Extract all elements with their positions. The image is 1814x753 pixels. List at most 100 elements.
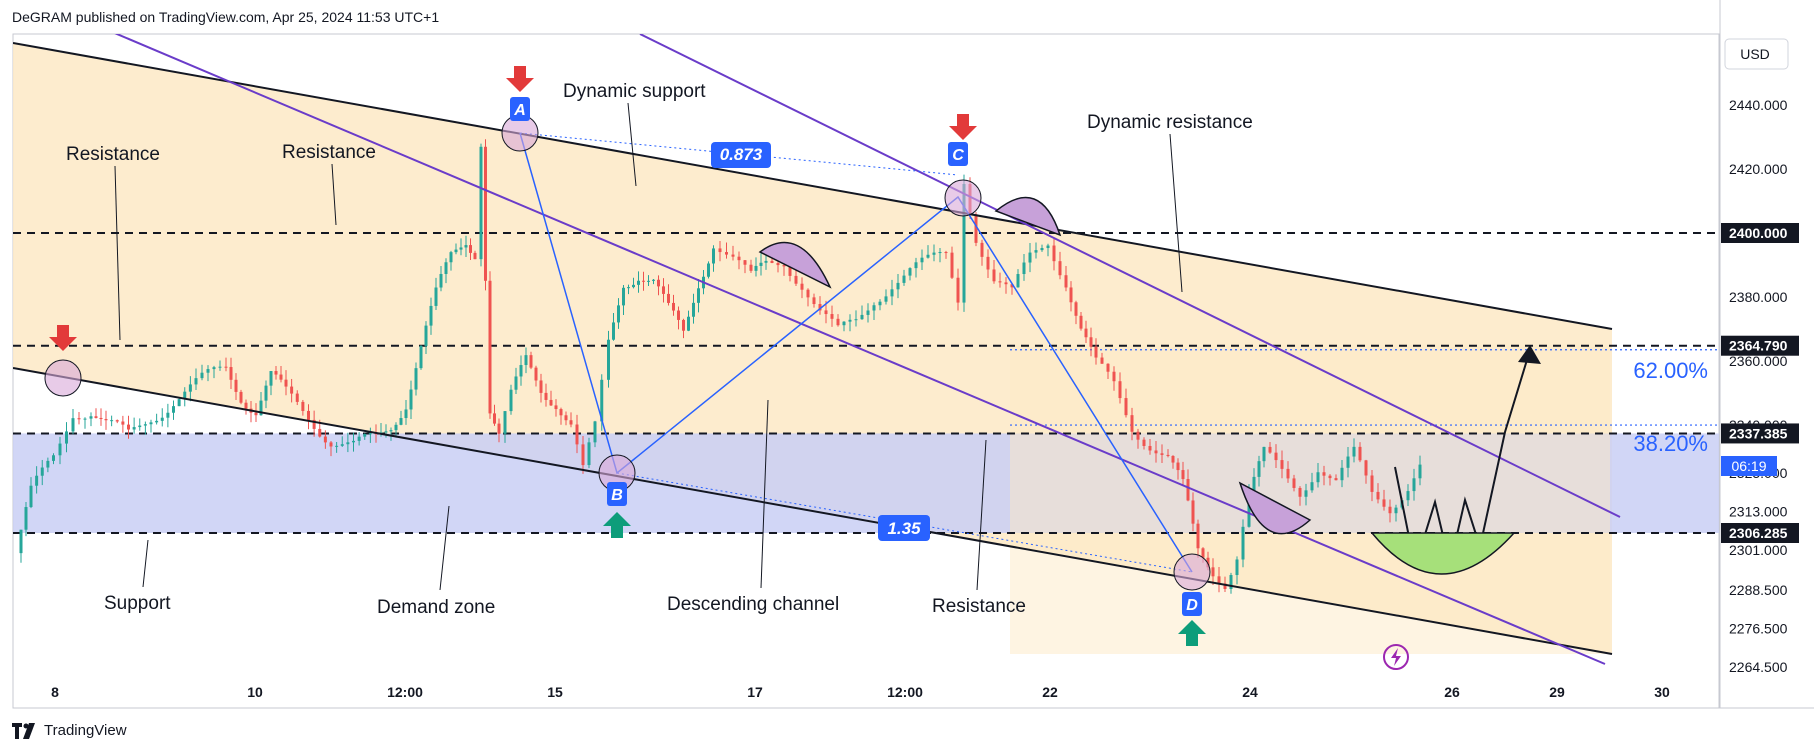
- candle-body: [627, 287, 630, 289]
- candle-body: [454, 249, 458, 253]
- candle-body: [1074, 302, 1078, 316]
- candle-body: [340, 444, 344, 446]
- candle-body: [600, 379, 604, 422]
- candle-body: [1196, 523, 1200, 549]
- footer-brand: TradingView: [44, 722, 127, 739]
- down-arrow-a-icon: [506, 66, 534, 92]
- price-label: 2400.000: [1729, 225, 1788, 241]
- candle-body: [46, 460, 50, 468]
- price-axis[interactable]: [1720, 34, 1814, 708]
- x-tick-label: 15: [547, 684, 563, 700]
- candle-body: [848, 319, 852, 322]
- candle-body: [818, 304, 822, 311]
- candle-body: [279, 374, 283, 380]
- projection-arrowhead: [1518, 345, 1541, 364]
- candle-body: [872, 305, 876, 311]
- candle-body: [404, 409, 408, 419]
- candle-body: [484, 146, 487, 281]
- candle-body: [1388, 506, 1392, 514]
- candle-body: [1394, 507, 1398, 514]
- candle-body: [902, 275, 906, 283]
- candle-body: [1094, 346, 1098, 358]
- candle-body: [1406, 491, 1410, 501]
- pivot-circle-c: [944, 179, 982, 217]
- price-label-badge: [1721, 223, 1799, 243]
- candle-body: [509, 389, 513, 412]
- candle-body: [439, 273, 443, 288]
- candle-body: [878, 301, 882, 306]
- candle-body: [40, 467, 44, 476]
- current-price-timer-badge: [1721, 456, 1777, 476]
- candle-body: [1241, 526, 1245, 560]
- candle-body: [1106, 363, 1110, 372]
- candle-body: [938, 252, 942, 254]
- annotation-descending-channel: Descending channel: [667, 594, 839, 615]
- candle-body: [687, 316, 690, 331]
- price-label: 2364.790: [1729, 338, 1788, 354]
- candle-body: [632, 284, 635, 288]
- candle-body: [229, 367, 233, 380]
- candle-body: [115, 420, 119, 422]
- channel-top-line: [13, 42, 1613, 330]
- candle-body: [497, 423, 501, 434]
- candle-body: [920, 257, 924, 263]
- candle-body: [884, 296, 888, 302]
- candle-body: [1148, 445, 1152, 451]
- candle-body: [329, 442, 333, 447]
- candle-body: [206, 369, 210, 373]
- candle-body: [667, 293, 670, 303]
- candle-body: [1268, 446, 1272, 453]
- candle-body: [357, 436, 361, 441]
- candle-body: [172, 406, 175, 413]
- candle-body: [1376, 491, 1380, 500]
- candle-body: [1130, 415, 1134, 432]
- candle-body: [514, 376, 518, 390]
- candle-body: [830, 314, 834, 319]
- candle-body: [1166, 454, 1170, 456]
- candle-body: [731, 254, 735, 257]
- candle-body: [944, 252, 948, 254]
- candle-body: [363, 434, 367, 437]
- x-tick-label: 29: [1549, 684, 1565, 700]
- candle-body: [770, 260, 774, 264]
- candle-body: [1206, 557, 1210, 568]
- candle-body: [1334, 478, 1338, 481]
- currency-button[interactable]: [1724, 38, 1789, 70]
- x-tick-label: 10: [247, 684, 263, 700]
- candle-body: [612, 322, 615, 340]
- ratio-0873-label: 0.873: [720, 145, 763, 164]
- candle-body: [409, 389, 413, 410]
- lightning-icon[interactable]: [1383, 644, 1409, 670]
- candle-body: [896, 282, 900, 290]
- candle-body: [384, 431, 388, 433]
- annotation-pointer: [976, 439, 987, 591]
- candle-body: [1280, 460, 1284, 469]
- x-tick-label: 8: [51, 684, 59, 700]
- x-tick-label: 26: [1444, 684, 1460, 700]
- tradingview-logo-icon: [12, 722, 38, 739]
- candle-body: [575, 424, 579, 445]
- price-label-badge: [1721, 523, 1799, 543]
- dynamic-resistance-line: [639, 34, 1621, 518]
- candle-body: [788, 266, 792, 276]
- candle-body: [166, 412, 170, 418]
- candle-body: [1176, 462, 1180, 471]
- candle-body: [737, 256, 741, 261]
- candle-body: [806, 289, 810, 298]
- candle-body: [1328, 475, 1332, 479]
- candle-body: [1016, 274, 1020, 288]
- candle-body: [52, 455, 55, 461]
- candle-body: [974, 214, 978, 243]
- candle-body: [569, 420, 573, 425]
- candle-body: [459, 247, 463, 250]
- candle-body: [980, 242, 984, 257]
- candle-body: [1298, 487, 1302, 497]
- candle-body: [652, 279, 655, 281]
- candle-body: [682, 319, 685, 331]
- fib-62-label: 62.00%: [1633, 358, 1708, 383]
- candle-body: [1346, 456, 1350, 468]
- annotation-dynamic-support: Dynamic support: [563, 81, 706, 102]
- candle-body: [65, 431, 68, 444]
- candle-body: [1186, 479, 1190, 501]
